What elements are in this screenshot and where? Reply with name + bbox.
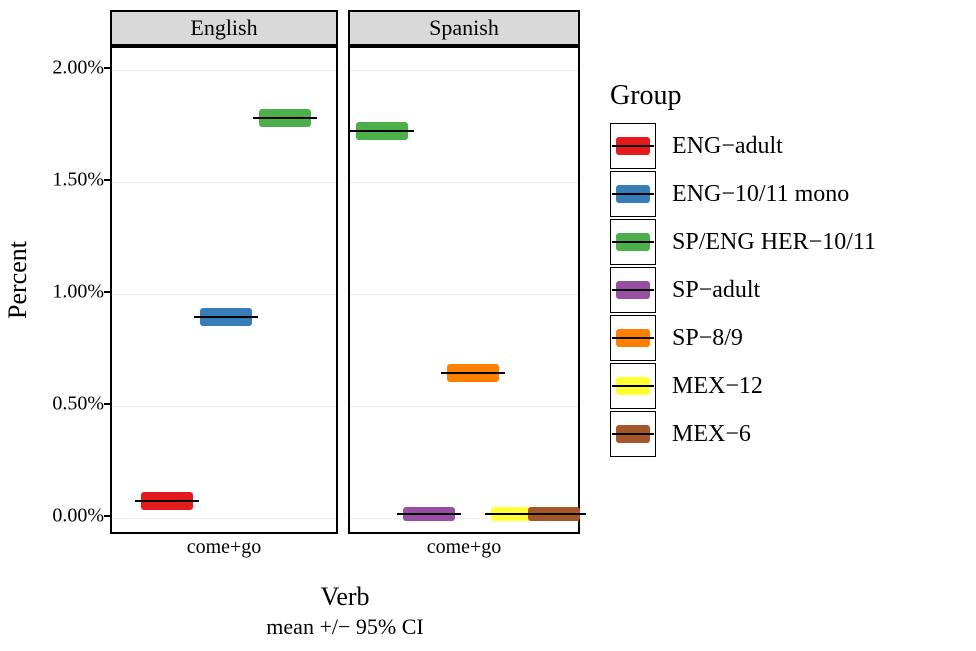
gridline — [112, 70, 336, 71]
y-tick-label: 1.50% — [52, 169, 104, 192]
legend-item: SP/ENG HER−10/11 — [610, 218, 960, 266]
y-tick-label: 1.00% — [52, 281, 104, 304]
gridline — [112, 406, 336, 407]
legend-item: SP−adult — [610, 266, 960, 314]
legend-swatch — [616, 281, 650, 299]
legend-label: MEX−6 — [672, 421, 751, 448]
facet-panel — [110, 46, 338, 534]
gridline — [112, 294, 336, 295]
chart-caption: mean +/− 95% CI — [110, 614, 580, 640]
legend-label: SP−8/9 — [672, 325, 743, 352]
legend-key — [610, 315, 656, 361]
y-axis-ticks: 0.00% 0.50% 1.00% 1.50% 2.00% — [35, 10, 110, 560]
legend-item: MEX−6 — [610, 410, 960, 458]
legend-swatch — [616, 233, 650, 251]
gridline — [350, 406, 578, 407]
chart-container: Percent 0.00% 0.50% 1.00% 1.50% 2.00% Englis… — [0, 0, 976, 651]
facet-strip: Spanish — [348, 10, 580, 46]
y-axis-title-text: Percent — [3, 241, 33, 319]
legend-label: SP−adult — [672, 277, 760, 304]
legend-label: SP/ENG HER−10/11 — [672, 229, 876, 256]
gridline — [350, 294, 578, 295]
legend-swatch — [616, 377, 650, 395]
facet-strip: English — [110, 10, 338, 46]
legend-key — [610, 123, 656, 169]
legend-item: ENG−10/11 mono — [610, 170, 960, 218]
gridline — [350, 182, 578, 183]
legend-key — [610, 171, 656, 217]
legend-item: MEX−12 — [610, 362, 960, 410]
marker-midline — [350, 130, 414, 132]
facet: English come+go — [110, 10, 338, 560]
legend-key — [610, 219, 656, 265]
legend-swatch — [616, 185, 650, 203]
x-axis-title: Verb — [110, 582, 580, 612]
marker-midline — [194, 316, 258, 318]
marker-midline — [522, 513, 586, 515]
plot-area: English come+go Spanish come+go — [110, 10, 580, 560]
legend-key — [610, 267, 656, 313]
y-tick-label: 0.50% — [52, 393, 104, 416]
legend-key — [610, 411, 656, 457]
facet-panel — [348, 46, 580, 534]
facet: Spanish come+go — [348, 10, 580, 560]
x-tick-label: come+go — [348, 534, 580, 560]
legend-key — [610, 363, 656, 409]
marker-midline — [253, 117, 317, 119]
legend-swatch — [616, 329, 650, 347]
marker-midline — [397, 513, 461, 515]
gridline — [112, 182, 336, 183]
y-tick-label: 2.00% — [52, 57, 104, 80]
legend: Group ENG−adult ENG−10/11 mono SP/ENG HER−… — [610, 80, 960, 458]
x-tick-label: come+go — [110, 534, 338, 560]
legend-label: MEX−12 — [672, 373, 763, 400]
legend-title: Group — [610, 80, 960, 112]
legend-swatch — [616, 137, 650, 155]
legend-item: ENG−adult — [610, 122, 960, 170]
y-axis-title: Percent — [0, 0, 35, 560]
marker-midline — [135, 500, 199, 502]
legend-label: ENG−10/11 mono — [672, 181, 849, 208]
legend-item: SP−8/9 — [610, 314, 960, 362]
gridline — [350, 70, 578, 71]
legend-swatch — [616, 425, 650, 443]
legend-label: ENG−adult — [672, 133, 783, 160]
gridline — [112, 518, 336, 519]
y-tick-label: 0.00% — [52, 505, 104, 528]
marker-midline — [441, 372, 505, 374]
